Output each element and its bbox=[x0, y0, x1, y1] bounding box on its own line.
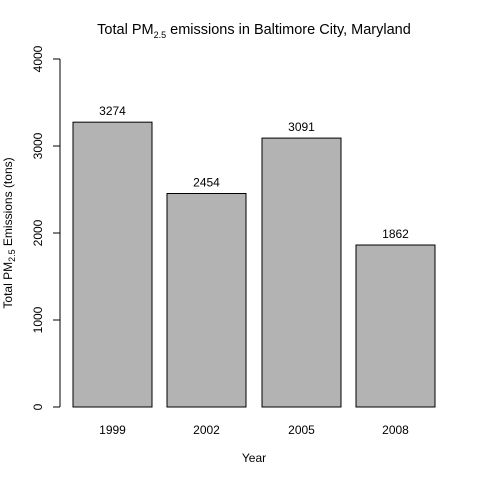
y-axis-title: Total PM2.5 Emissions (tons) bbox=[1, 157, 17, 308]
x-tick-label-1999: 1999 bbox=[99, 423, 126, 437]
data-labels-group: 3274 2454 3091 1862 bbox=[99, 104, 409, 241]
y-axis-title-subscript: 2.5 bbox=[7, 249, 17, 262]
data-label-2002: 2454 bbox=[193, 176, 220, 190]
y-tick-label: 0 bbox=[31, 403, 45, 410]
chart-title: Total PM2.5 emissions in Baltimore City,… bbox=[97, 22, 411, 40]
x-tick-label-2008: 2008 bbox=[382, 423, 409, 437]
y-axis-title-suffix: Emissions (tons) bbox=[1, 157, 15, 249]
y-tick-label: 3000 bbox=[31, 132, 45, 159]
chart-title-prefix: Total PM bbox=[97, 22, 153, 38]
data-label-2005: 3091 bbox=[288, 120, 315, 134]
x-tick-label-2002: 2002 bbox=[193, 423, 220, 437]
bar-2002 bbox=[166, 193, 247, 408]
data-label-2008: 1862 bbox=[382, 227, 409, 241]
bar-2005 bbox=[261, 137, 342, 408]
chart-title-suffix: emissions in Baltimore City, Maryland bbox=[166, 22, 411, 38]
y-tick-label: 2000 bbox=[31, 219, 45, 246]
chart-title-subscript: 2.5 bbox=[154, 30, 167, 40]
bar-2008 bbox=[355, 244, 436, 408]
x-axis-title: Year bbox=[242, 451, 266, 465]
data-label-1999: 3274 bbox=[99, 104, 126, 118]
bar-1999 bbox=[72, 121, 153, 408]
y-tick-label: 1000 bbox=[31, 306, 45, 333]
y-axis-ticks: 0 1000 2000 3000 4000 bbox=[31, 45, 60, 410]
x-tick-labels-group: 1999 2002 2005 2008 bbox=[99, 423, 409, 437]
x-tick-label-2005: 2005 bbox=[288, 423, 315, 437]
bars-group bbox=[72, 121, 436, 408]
y-tick-label: 4000 bbox=[31, 45, 45, 72]
y-axis-title-prefix: Total PM bbox=[1, 262, 15, 309]
